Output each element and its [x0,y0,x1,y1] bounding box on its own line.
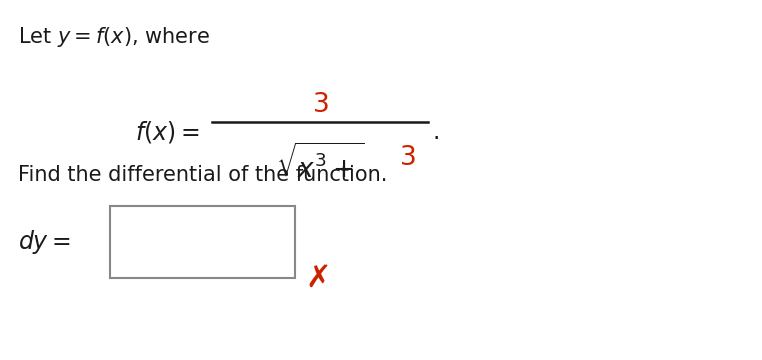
Text: $\sqrt{x^3 +{}}$: $\sqrt{x^3 +{}}$ [276,145,364,184]
Text: $3$: $3$ [399,145,415,171]
Bar [110,206,295,278]
Text: $f(x) =$: $f(x) =$ [136,119,200,145]
Text: $.$: $.$ [432,120,439,144]
Text: ✗: ✗ [306,264,331,292]
Text: Find the differential of the function.: Find the differential of the function. [18,165,387,185]
Text: Let $y = f(x)$, where: Let $y = f(x)$, where [18,25,210,49]
Text: $dy =$: $dy =$ [18,228,71,256]
Text: $3$: $3$ [312,92,328,118]
